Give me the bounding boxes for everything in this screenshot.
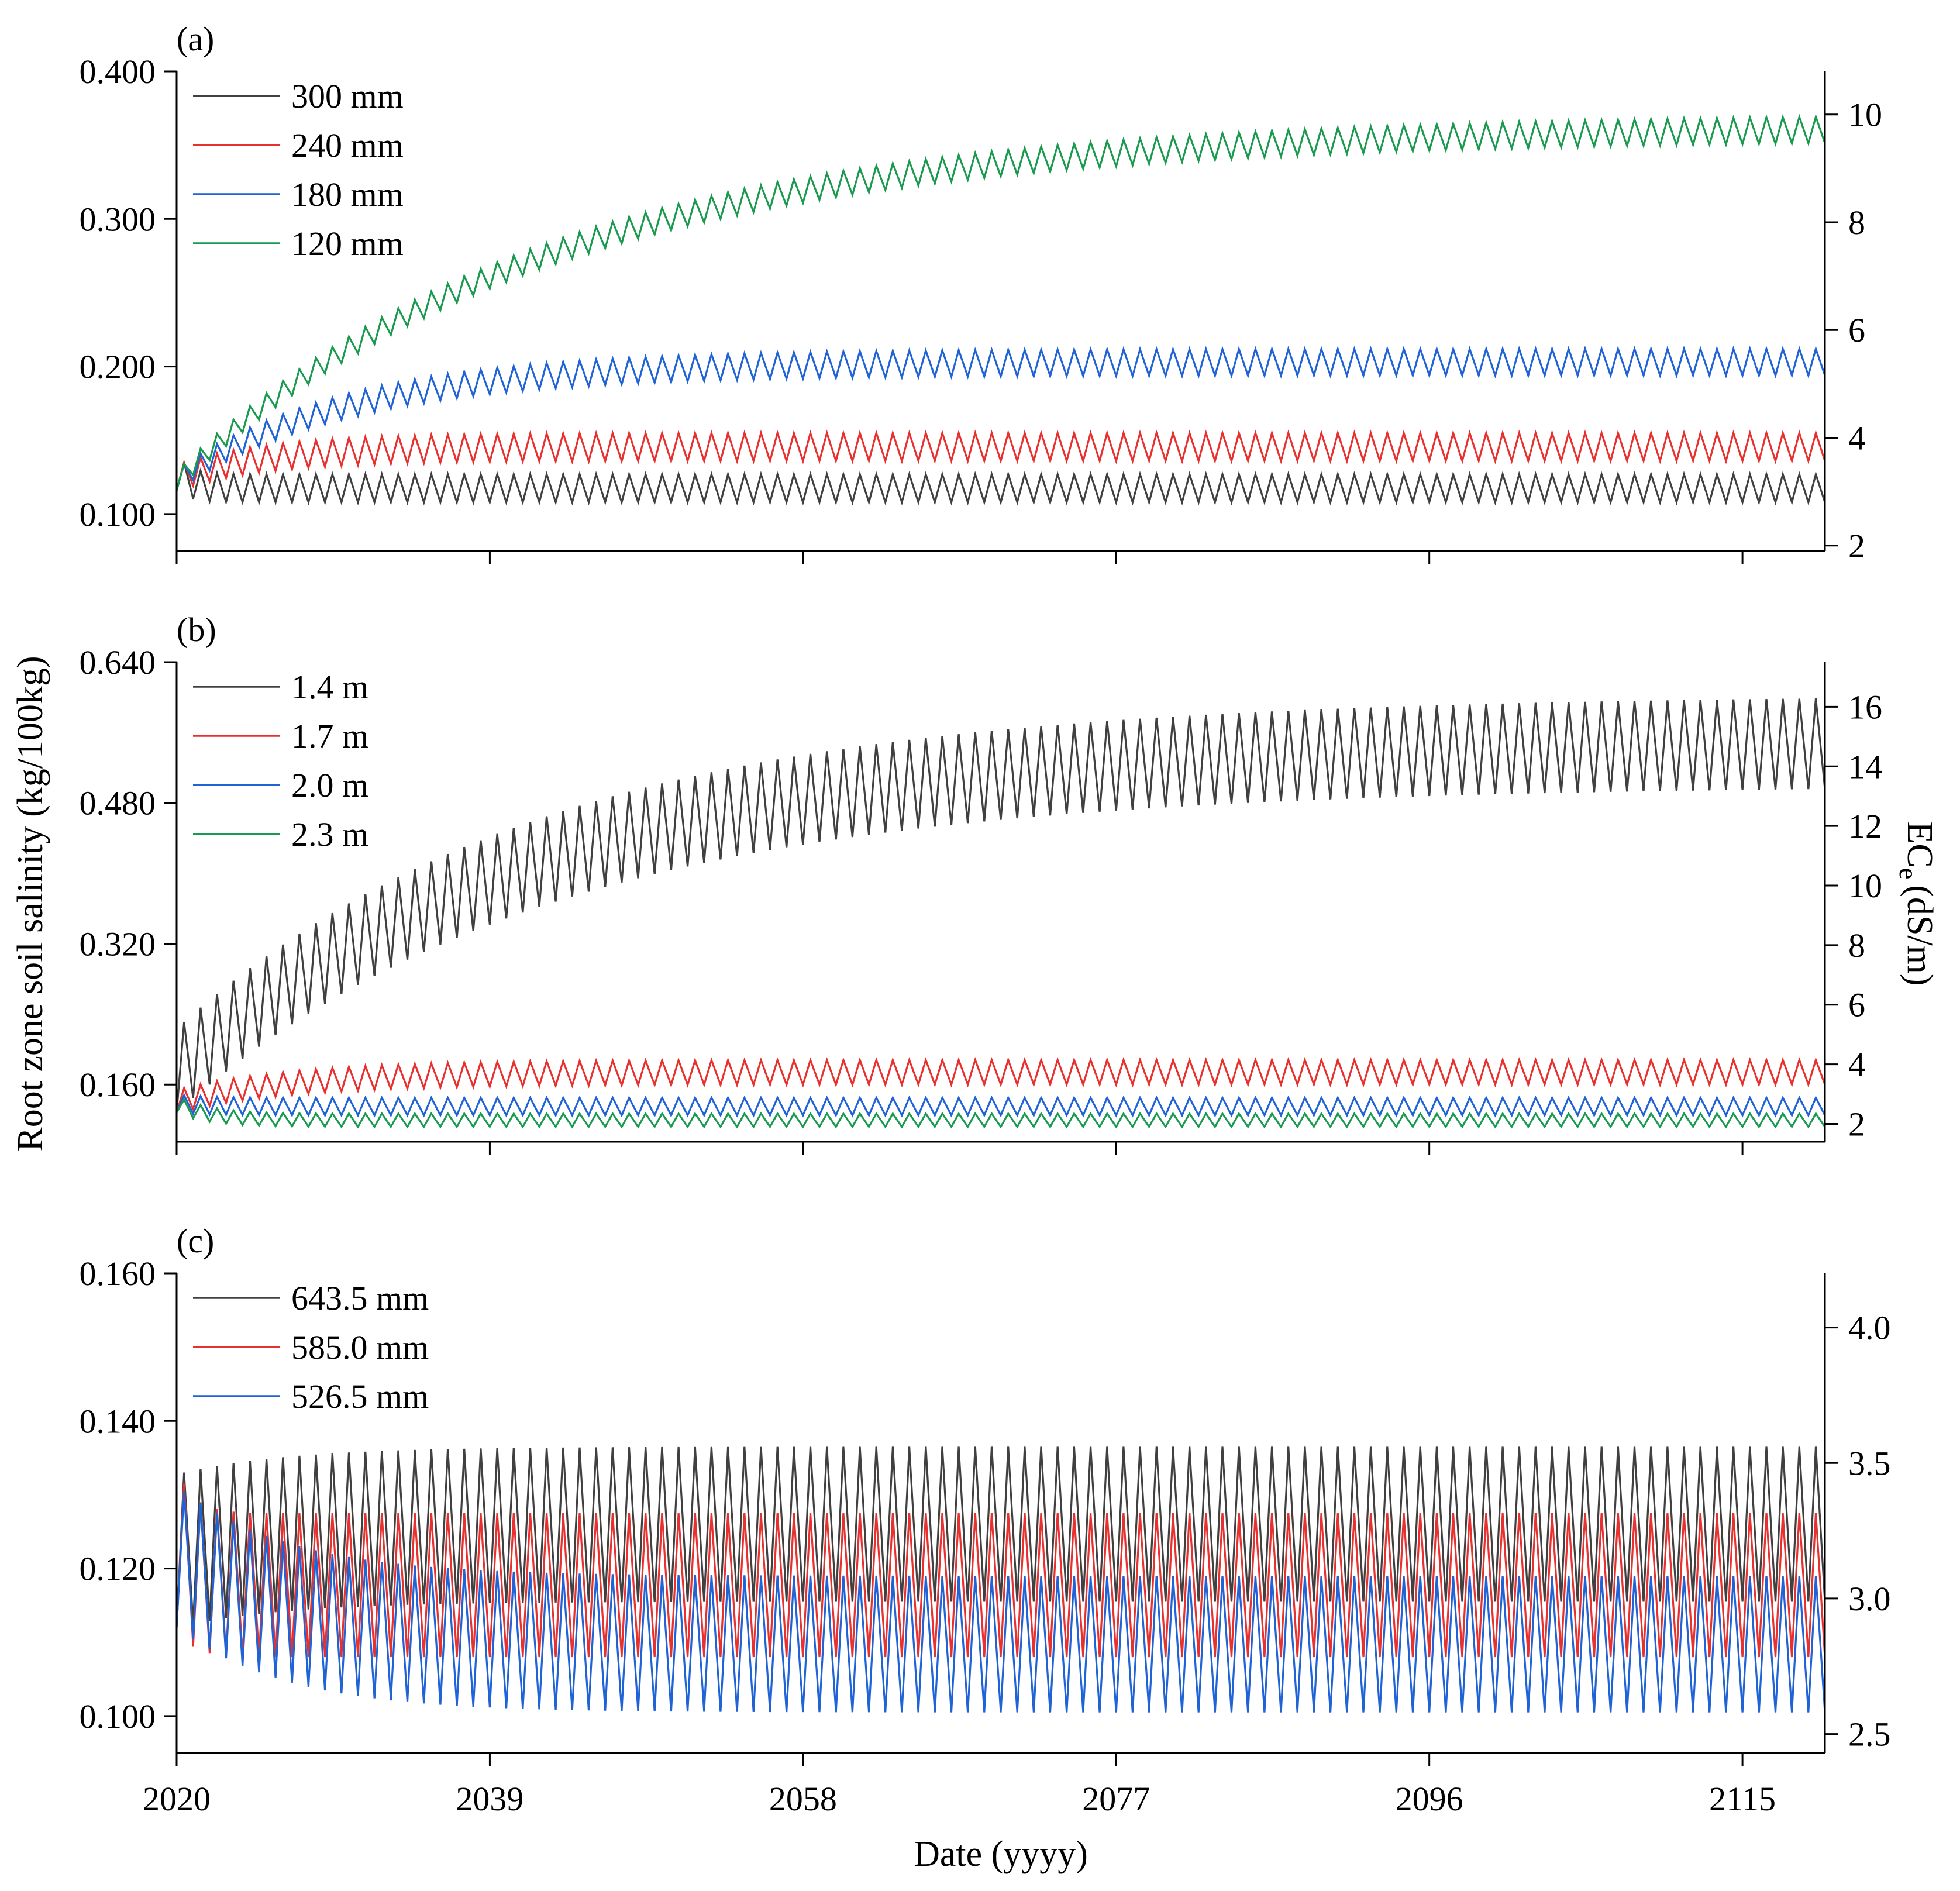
y-tick-label: 0.120 (80, 1550, 156, 1588)
y2-tick-label: 16 (1848, 688, 1882, 726)
y2-tick-label: 4.0 (1848, 1309, 1891, 1347)
x-tick-label: 2020 (143, 1780, 211, 1818)
y-tick-label: 0.480 (80, 784, 156, 822)
legend-label: 1.7 m (291, 717, 368, 755)
y2-tick-label: 2 (1848, 1105, 1865, 1143)
series-line-526-5-mm (177, 1491, 1825, 1713)
x-axis-title: Date (yyyy) (914, 1834, 1088, 1874)
legend-label: 2.3 m (291, 815, 368, 853)
legend-label: 585.0 mm (291, 1328, 429, 1366)
y-axis-title-right-main: EC (1900, 822, 1940, 868)
legend-label: 2.0 m (291, 766, 368, 804)
panel-label: (b) (177, 611, 216, 649)
series-group (177, 698, 1825, 1129)
x-tick-label: 2096 (1396, 1780, 1463, 1818)
y-tick-label: 0.160 (80, 1255, 156, 1293)
series-line-585-0-mm (177, 1483, 1825, 1658)
legend-label: 300 mm (291, 77, 404, 115)
y2-tick-label: 8 (1848, 926, 1865, 965)
panel-label: (a) (177, 20, 214, 58)
y-tick-label: 0.320 (80, 925, 156, 963)
legend-label: 240 mm (291, 126, 404, 164)
legend-label: 526.5 mm (291, 1377, 429, 1415)
legend-label: 120 mm (291, 225, 404, 263)
panel-b: (b) 0.160 0.320 0.480 0.640 2 4 6 8 10 12 14 16 1.4 m… (80, 611, 1882, 1155)
series-line-180-mm (177, 345, 1825, 491)
y-axis-title-left: Root zone soil salinity (kg/100kg) (11, 656, 50, 1151)
panel-a: (a) 0.100 0.200 0.300 0.400 2 4 6 8 10 300 mm 240 m… (80, 20, 1883, 565)
y-tick-label: 0.640 (80, 643, 156, 681)
legend-label: 180 mm (291, 175, 404, 213)
y-axis-title-right: ECe (dS/m) (1894, 822, 1940, 986)
y2-tick-label: 6 (1848, 986, 1865, 1024)
y2-tick-label: 3.5 (1848, 1444, 1891, 1482)
y2-tick-label: 14 (1848, 748, 1882, 786)
series-line-240-mm (177, 429, 1825, 491)
series-line-643-5-mm (177, 1446, 1825, 1628)
y2-tick-label: 3.0 (1848, 1580, 1891, 1618)
legend-label: 643.5 mm (291, 1279, 429, 1317)
y-tick-label: 0.100 (80, 1697, 156, 1735)
y2-tick-label: 10 (1848, 96, 1882, 134)
series-line-2-0-m (177, 1093, 1825, 1118)
series-line-1-4-m (177, 698, 1825, 1113)
y2-tick-label: 4 (1848, 1046, 1865, 1084)
y2-tick-label: 4 (1848, 419, 1865, 457)
x-tick-label: 2115 (1709, 1780, 1776, 1818)
x-tick-label: 2039 (456, 1780, 523, 1818)
y2-tick-label: 10 (1848, 867, 1882, 905)
y2-tick-label: 2.5 (1848, 1716, 1891, 1754)
y-tick-label: 0.400 (80, 53, 156, 91)
series-line-2-3-m (177, 1097, 1825, 1129)
panel-label: (c) (177, 1222, 214, 1260)
y2-tick-label: 12 (1848, 807, 1882, 845)
y-tick-label: 0.300 (80, 200, 156, 238)
series-line-300-mm (177, 462, 1825, 506)
panel-c: (c) 0.100 0.120 0.140 0.160 2.5 3.0 3.5 4.0 643.5… (80, 1222, 1891, 1766)
y2-tick-label: 2 (1848, 527, 1865, 565)
y-tick-label: 0.200 (80, 348, 156, 386)
legend-label: 1.4 m (291, 668, 368, 706)
y-axis-title-right-sub: e (1894, 868, 1923, 880)
series-line-120-mm (177, 113, 1825, 491)
y-axis-title-right-unit: (dS/m) (1900, 885, 1940, 986)
series-line-1-7-m (177, 1057, 1825, 1113)
y2-tick-label: 8 (1848, 204, 1865, 242)
y-tick-label: 0.100 (80, 495, 156, 533)
series-group (177, 113, 1825, 506)
y-tick-label: 0.140 (80, 1402, 156, 1440)
series-group (177, 1446, 1825, 1713)
x-tick-label: 2077 (1082, 1780, 1150, 1818)
x-tick-label: 2058 (769, 1780, 837, 1818)
y-tick-label: 0.160 (80, 1066, 156, 1104)
y2-tick-label: 6 (1848, 311, 1865, 349)
